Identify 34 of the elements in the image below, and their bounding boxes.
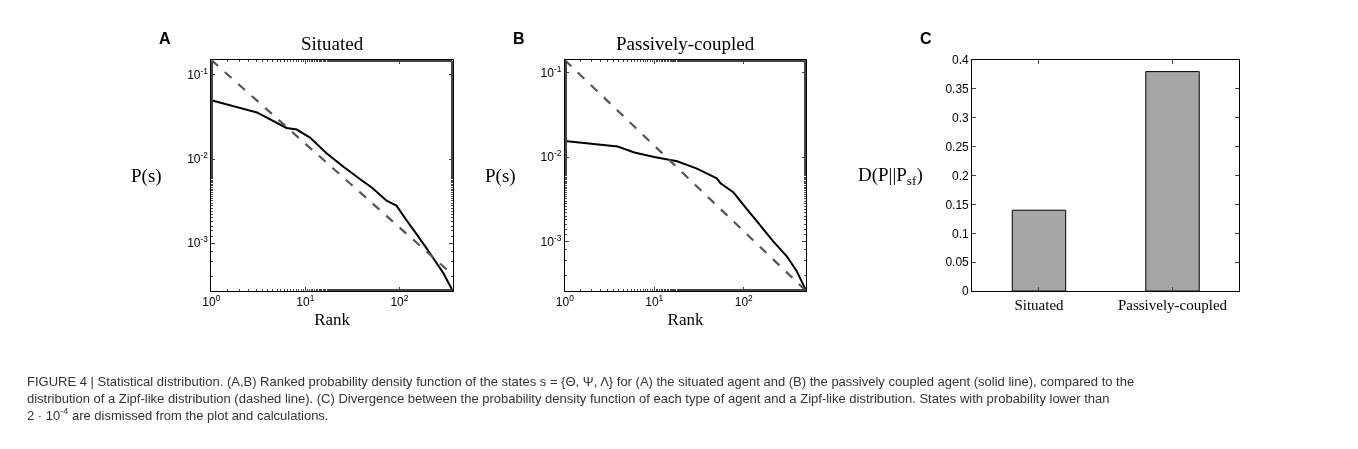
x-axis-title: Rank: [667, 309, 704, 329]
y-tick-label: 0.3: [952, 111, 970, 126]
caption: FIGURE 4 | Statistical distribution. (A,B) Ranked probability density function of the states s = {Θ, Ψ, Λ} for (A) the situated agent and (B) the passively coupled agent (solid line), compared to the distribution of a Zipf-like distribution (dashed line). (C) Divergence between the probability density function of each type of agent and a Zipf-like distribution. States with probability lower than 2 · 10$^{-4}$ are dismissed from the plot and calculations.: [27, 374, 1135, 423]
y-tick-label: 0.25: [945, 139, 970, 154]
y-tick-label: 0.15: [945, 197, 970, 212]
y-tick-label: 0.35: [945, 82, 970, 97]
x-tick-label: 10$^{0}$: [555, 293, 575, 310]
x-tick-label: 10$^{0}$: [202, 293, 221, 310]
x-tick-label: 10$^{1}$: [645, 293, 664, 310]
x-tick-label: Situated: [1014, 297, 1065, 314]
text: B: [513, 30, 525, 47]
chart-title: Passively-coupled: [616, 33, 755, 54]
y-tick-label: 10$^{-1}$: [540, 63, 562, 80]
y-axis-title: D(P||P$_{sf}$): [858, 164, 923, 188]
x-tick-label: 10$^{1}$: [296, 293, 315, 310]
x-tick-label: Passively-coupled: [1117, 297, 1228, 314]
y-tick-label: 10$^{-1}$: [187, 66, 209, 83]
y-axis-title: P(s): [485, 165, 516, 187]
x-tick-label: 10$^{2}$: [734, 293, 754, 310]
y-tick-label: 0: [962, 284, 970, 299]
y-tick-label: 0.05: [945, 255, 970, 270]
y-tick-label: 10$^{-3}$: [540, 232, 562, 249]
y-tick-label: 0.2: [952, 168, 970, 183]
y-tick-label: 0.4: [952, 53, 970, 68]
y-tick-label: 0.1: [952, 226, 970, 241]
x-axis-title: Rank: [314, 309, 351, 329]
y-tick-label: 10$^{-2}$: [187, 150, 209, 167]
y-tick-label: 10$^{-2}$: [540, 148, 562, 165]
x-tick-label: 10$^{2}$: [390, 293, 409, 310]
text: C: [920, 30, 932, 47]
y-axis-title: P(s): [131, 165, 162, 187]
text: A: [159, 30, 171, 47]
chart-title: Situated: [301, 33, 364, 54]
y-tick-label: 10$^{-3}$: [187, 234, 209, 251]
